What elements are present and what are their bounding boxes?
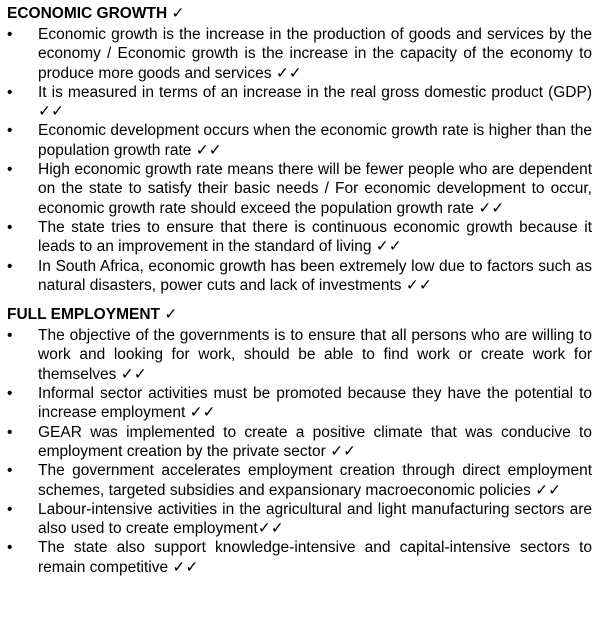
check-mark-icon: ✓✓ (330, 442, 357, 460)
heading-text: FULL EMPLOYMENT (7, 306, 160, 324)
check-mark-icon: ✓ (164, 306, 178, 324)
list-item-text: Economic growth is the increase in the p… (38, 26, 592, 82)
bullet-icon: • (7, 500, 13, 518)
check-mark-icon: ✓✓ (38, 103, 64, 121)
list-item: • Economic growth is the increase in the … (7, 25, 592, 83)
check-mark-icon: ✓✓ (120, 365, 147, 383)
check-mark-icon: ✓✓ (535, 481, 562, 499)
list-item-text: Economic development occurs when the eco… (38, 122, 592, 159)
section-heading: FULL EMPLOYMENT ✓ (7, 305, 592, 324)
bullet-icon: • (7, 83, 13, 101)
bullet-icon: • (7, 462, 13, 480)
section-heading: ECONOMIC GROWTH ✓ (7, 4, 592, 23)
check-mark-icon: ✓✓ (189, 404, 216, 422)
check-mark-icon: ✓✓ (375, 238, 402, 256)
bullet-icon: • (7, 257, 13, 275)
bullet-icon: • (7, 539, 13, 557)
list-item-text: The state tries to ensure that there is … (38, 218, 592, 256)
bullet-icon: • (7, 218, 13, 236)
list-item: • Economic development occurs when the ec… (7, 121, 592, 160)
list-item: • The government accelerates employment c… (7, 461, 592, 500)
list-item-text: Labour-intensive activities in the agric… (38, 500, 592, 538)
list-item-text: The objective of the governments is to e… (38, 327, 592, 383)
check-mark-icon: ✓✓ (405, 276, 432, 294)
heading-text: ECONOMIC GROWTH (7, 5, 168, 22)
list-item-text: GEAR was implemented to create a positiv… (38, 423, 592, 460)
list-item: • Labour-intensive activities in the agri… (7, 500, 592, 539)
list-item: • Informal sector activities must be prom… (7, 384, 592, 423)
bullet-icon: • (7, 122, 13, 140)
list-item-text: Informal sector activities must be promo… (38, 385, 592, 422)
list-item: • High economic growth rate means there w… (7, 160, 592, 218)
list-item: • The state also support knowledge-intens… (7, 538, 592, 577)
check-mark-icon: ✓✓ (172, 558, 199, 576)
bullet-icon: • (7, 26, 13, 43)
list-item-text: High economic growth rate means there wi… (38, 161, 592, 217)
section-full-employment: FULL EMPLOYMENT ✓ • The objective of the … (7, 305, 592, 577)
list-item: • The objective of the governments is to … (7, 326, 592, 384)
bullet-icon: • (7, 385, 13, 403)
check-mark-icon: ✓✓ (257, 520, 284, 538)
bullet-icon: • (7, 161, 13, 179)
check-mark-icon: ✓ (171, 5, 185, 22)
list-item-text: In South Africa, economic growth has bee… (38, 257, 592, 294)
bullet-icon: • (7, 327, 13, 345)
check-mark-icon: ✓✓ (478, 199, 505, 217)
list-item: • The state tries to ensure that there is… (7, 218, 592, 257)
list-item: • It is measured in terms of an increase … (7, 83, 592, 122)
list-item-text: It is measured in terms of an increase i… (38, 83, 592, 101)
document-page: ECONOMIC GROWTH ✓ • Economic growth is th… (7, 4, 592, 577)
list-item-text: The government accelerates employment cr… (38, 462, 592, 499)
bullet-icon: • (7, 423, 13, 441)
check-mark-icon: ✓✓ (195, 141, 222, 159)
section-economic-growth: ECONOMIC GROWTH ✓ • Economic growth is th… (7, 4, 592, 295)
list-item-text: The state also support knowledge-intensi… (38, 539, 592, 576)
bullet-list: • Economic growth is the increase in the … (7, 25, 592, 295)
list-item: • GEAR was implemented to create a positi… (7, 423, 592, 462)
list-item: • In South Africa, economic growth has be… (7, 257, 592, 296)
check-mark-icon: ✓✓ (275, 64, 302, 82)
bullet-list: • The objective of the governments is to … (7, 326, 592, 577)
